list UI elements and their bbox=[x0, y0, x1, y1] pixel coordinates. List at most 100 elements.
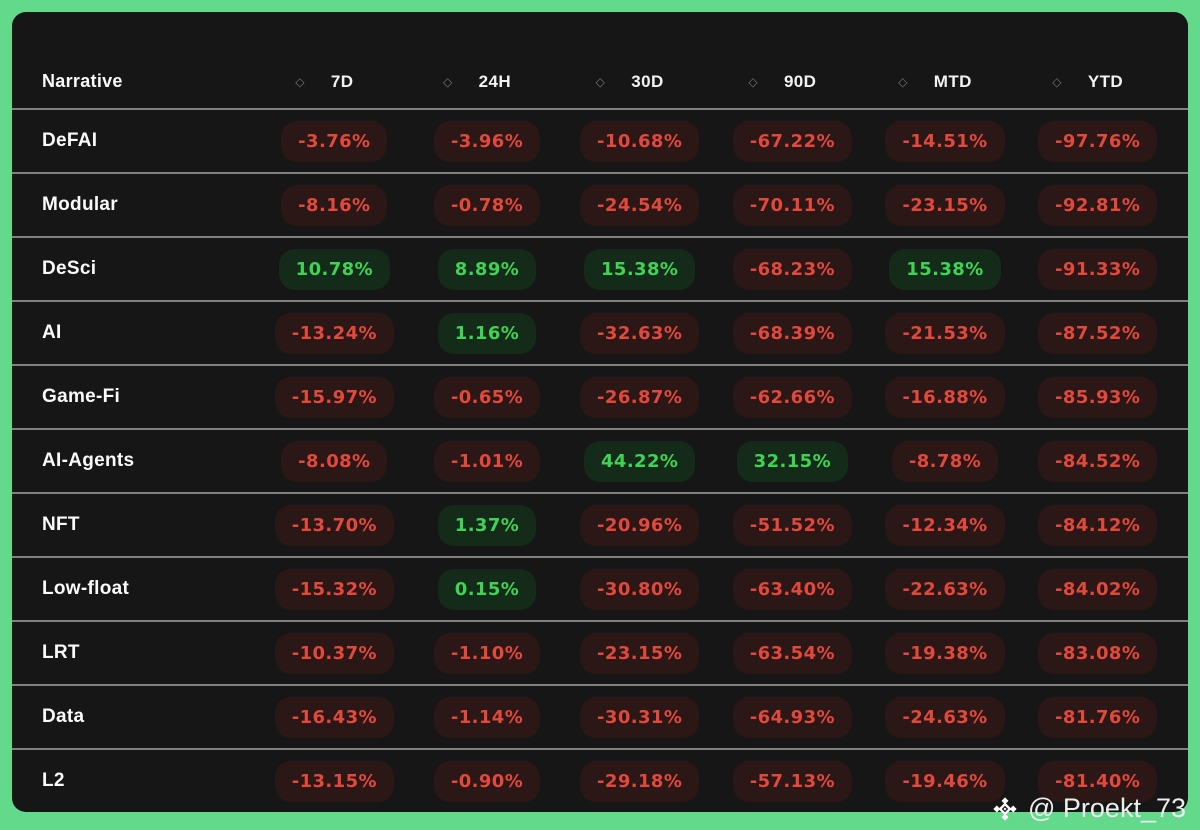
value-cell: -24.54% bbox=[563, 184, 716, 226]
value-cell: -84.52% bbox=[1021, 440, 1174, 482]
change-pill: -0.65% bbox=[433, 376, 541, 418]
sort-diamond-icon: ◇ bbox=[442, 75, 453, 89]
value-cell: -63.40% bbox=[716, 568, 869, 610]
table-row[interactable]: DeFAI -3.76% -3.96% -10.68% -67.22% -14.51% -… bbox=[12, 110, 1188, 174]
table-row[interactable]: Low-float -15.32% 0.15% -30.80% -63.40% -22.… bbox=[12, 558, 1188, 622]
value-cell: -16.43% bbox=[258, 696, 411, 738]
column-header-mtd[interactable]: ◇ MTD bbox=[859, 72, 1012, 92]
change-pill: -12.34% bbox=[885, 504, 1005, 546]
table-row[interactable]: Modular -8.16% -0.78% -24.54% -70.11% -23.15… bbox=[12, 174, 1188, 238]
value-cell: -83.08% bbox=[1021, 632, 1174, 674]
change-pill: -68.39% bbox=[732, 312, 852, 354]
value-cell: -87.52% bbox=[1021, 312, 1174, 354]
value-cell: -67.22% bbox=[716, 120, 869, 162]
change-pill: -26.87% bbox=[580, 376, 700, 418]
change-pill: -29.18% bbox=[580, 760, 700, 802]
value-cell: -13.70% bbox=[258, 504, 411, 546]
value-cell: -85.93% bbox=[1021, 376, 1174, 418]
change-pill: -21.53% bbox=[885, 312, 1005, 354]
change-pill: -15.32% bbox=[274, 568, 394, 610]
column-header-narrative[interactable]: Narrative bbox=[42, 71, 123, 91]
value-cell: -15.97% bbox=[258, 376, 411, 418]
change-pill: 15.38% bbox=[889, 248, 1001, 290]
change-pill: -16.43% bbox=[274, 696, 394, 738]
table-header-row: Narrative ◇ 7D ◇ 24H ◇ 30D ◇ 90D ◇ MTD ◇… bbox=[12, 12, 1188, 110]
value-cell: -8.78% bbox=[869, 440, 1022, 482]
column-header-30d[interactable]: ◇ 30D bbox=[553, 72, 706, 92]
change-pill: -22.63% bbox=[885, 568, 1005, 610]
value-cell: -23.15% bbox=[869, 184, 1022, 226]
value-cell: -32.63% bbox=[563, 312, 716, 354]
column-label: 7D bbox=[330, 72, 354, 91]
narrative-name: L2 bbox=[42, 770, 65, 791]
value-cell: -20.96% bbox=[563, 504, 716, 546]
change-pill: -3.76% bbox=[281, 120, 388, 162]
value-cell: -0.90% bbox=[411, 760, 564, 802]
value-cell: -92.81% bbox=[1021, 184, 1174, 226]
table-row[interactable]: Game-Fi -15.97% -0.65% -26.87% -62.66% -16.8… bbox=[12, 366, 1188, 430]
change-pill: -24.63% bbox=[885, 696, 1005, 738]
value-cell: 0.15% bbox=[411, 568, 564, 610]
value-cell: -84.02% bbox=[1021, 568, 1174, 610]
value-cell: -15.32% bbox=[258, 568, 411, 610]
change-pill: -1.01% bbox=[433, 440, 541, 482]
sort-diamond-icon: ◇ bbox=[1052, 75, 1062, 89]
value-cell: -64.93% bbox=[716, 696, 869, 738]
value-cell: -24.63% bbox=[869, 696, 1022, 738]
value-cell: -63.54% bbox=[716, 632, 869, 674]
change-pill: -83.08% bbox=[1038, 632, 1158, 674]
change-pill: -10.37% bbox=[274, 632, 394, 674]
change-pill: -23.15% bbox=[580, 632, 700, 674]
value-cell: -1.10% bbox=[411, 632, 564, 674]
table-row[interactable]: AI -13.24% 1.16% -32.63% -68.39% -21.53% -87.… bbox=[12, 302, 1188, 366]
change-pill: 32.15% bbox=[736, 440, 849, 482]
value-cell: 15.38% bbox=[563, 248, 716, 290]
change-pill: -84.52% bbox=[1038, 440, 1158, 482]
value-cell: -10.37% bbox=[258, 632, 411, 674]
column-header-7d[interactable]: ◇ 7D bbox=[248, 72, 401, 92]
change-pill: -92.81% bbox=[1038, 184, 1158, 226]
change-pill: -3.96% bbox=[433, 120, 541, 162]
table-row[interactable]: AI-Agents -8.08% -1.01% 44.22% 32.15% -8.78%… bbox=[12, 430, 1188, 494]
table-row[interactable]: LRT -10.37% -1.10% -23.15% -63.54% -19.38% -8… bbox=[12, 622, 1188, 686]
value-cell: 15.38% bbox=[869, 248, 1022, 290]
value-cell: -26.87% bbox=[563, 376, 716, 418]
value-cell: -84.12% bbox=[1021, 504, 1174, 546]
value-cell: -3.96% bbox=[411, 120, 564, 162]
value-cell: 1.37% bbox=[411, 504, 564, 546]
change-pill: -8.78% bbox=[891, 440, 999, 482]
column-label: 90D bbox=[783, 72, 817, 91]
value-cell: -1.14% bbox=[411, 696, 564, 738]
change-pill: -84.12% bbox=[1038, 504, 1158, 546]
column-label: YTD bbox=[1087, 72, 1124, 91]
table-row[interactable]: NFT -13.70% 1.37% -20.96% -51.52% -12.34% -84… bbox=[12, 494, 1188, 558]
change-pill: -30.80% bbox=[580, 568, 700, 610]
change-pill: -67.22% bbox=[732, 120, 852, 162]
value-cell: -68.23% bbox=[716, 248, 869, 290]
table-row[interactable]: Data -16.43% -1.14% -30.31% -64.93% -24.63% -… bbox=[12, 686, 1188, 750]
value-cell: -13.15% bbox=[258, 760, 411, 802]
value-cell: -19.38% bbox=[869, 632, 1022, 674]
change-pill: -30.31% bbox=[580, 696, 700, 738]
change-pill: -24.54% bbox=[580, 184, 700, 226]
narrative-name: Data bbox=[42, 706, 85, 727]
table-row[interactable]: DeSci 10.78% 8.89% 15.38% -68.23% 15.38% -91.… bbox=[12, 238, 1188, 302]
narrative-name: DeFAI bbox=[42, 130, 98, 151]
value-cell: -30.80% bbox=[563, 568, 716, 610]
value-cell: -97.76% bbox=[1021, 120, 1174, 162]
column-header-24h[interactable]: ◇ 24H bbox=[401, 72, 554, 92]
change-pill: -64.93% bbox=[732, 696, 852, 738]
value-cell: -21.53% bbox=[869, 312, 1022, 354]
change-pill: -13.24% bbox=[274, 312, 394, 354]
change-pill: -13.70% bbox=[274, 504, 394, 546]
column-label: MTD bbox=[933, 72, 972, 91]
value-cell: 1.16% bbox=[411, 312, 564, 354]
column-header-ytd[interactable]: ◇ YTD bbox=[1011, 72, 1164, 92]
change-pill: -13.15% bbox=[274, 760, 394, 802]
change-pill: 8.89% bbox=[437, 248, 537, 290]
column-header-90d[interactable]: ◇ 90D bbox=[706, 72, 859, 92]
change-pill: 10.78% bbox=[278, 248, 391, 290]
narrative-name: Game-Fi bbox=[42, 386, 121, 407]
value-cell: -23.15% bbox=[563, 632, 716, 674]
table-row[interactable]: L2 -13.15% -0.90% -29.18% -57.13% -19.46% -81… bbox=[12, 750, 1188, 812]
